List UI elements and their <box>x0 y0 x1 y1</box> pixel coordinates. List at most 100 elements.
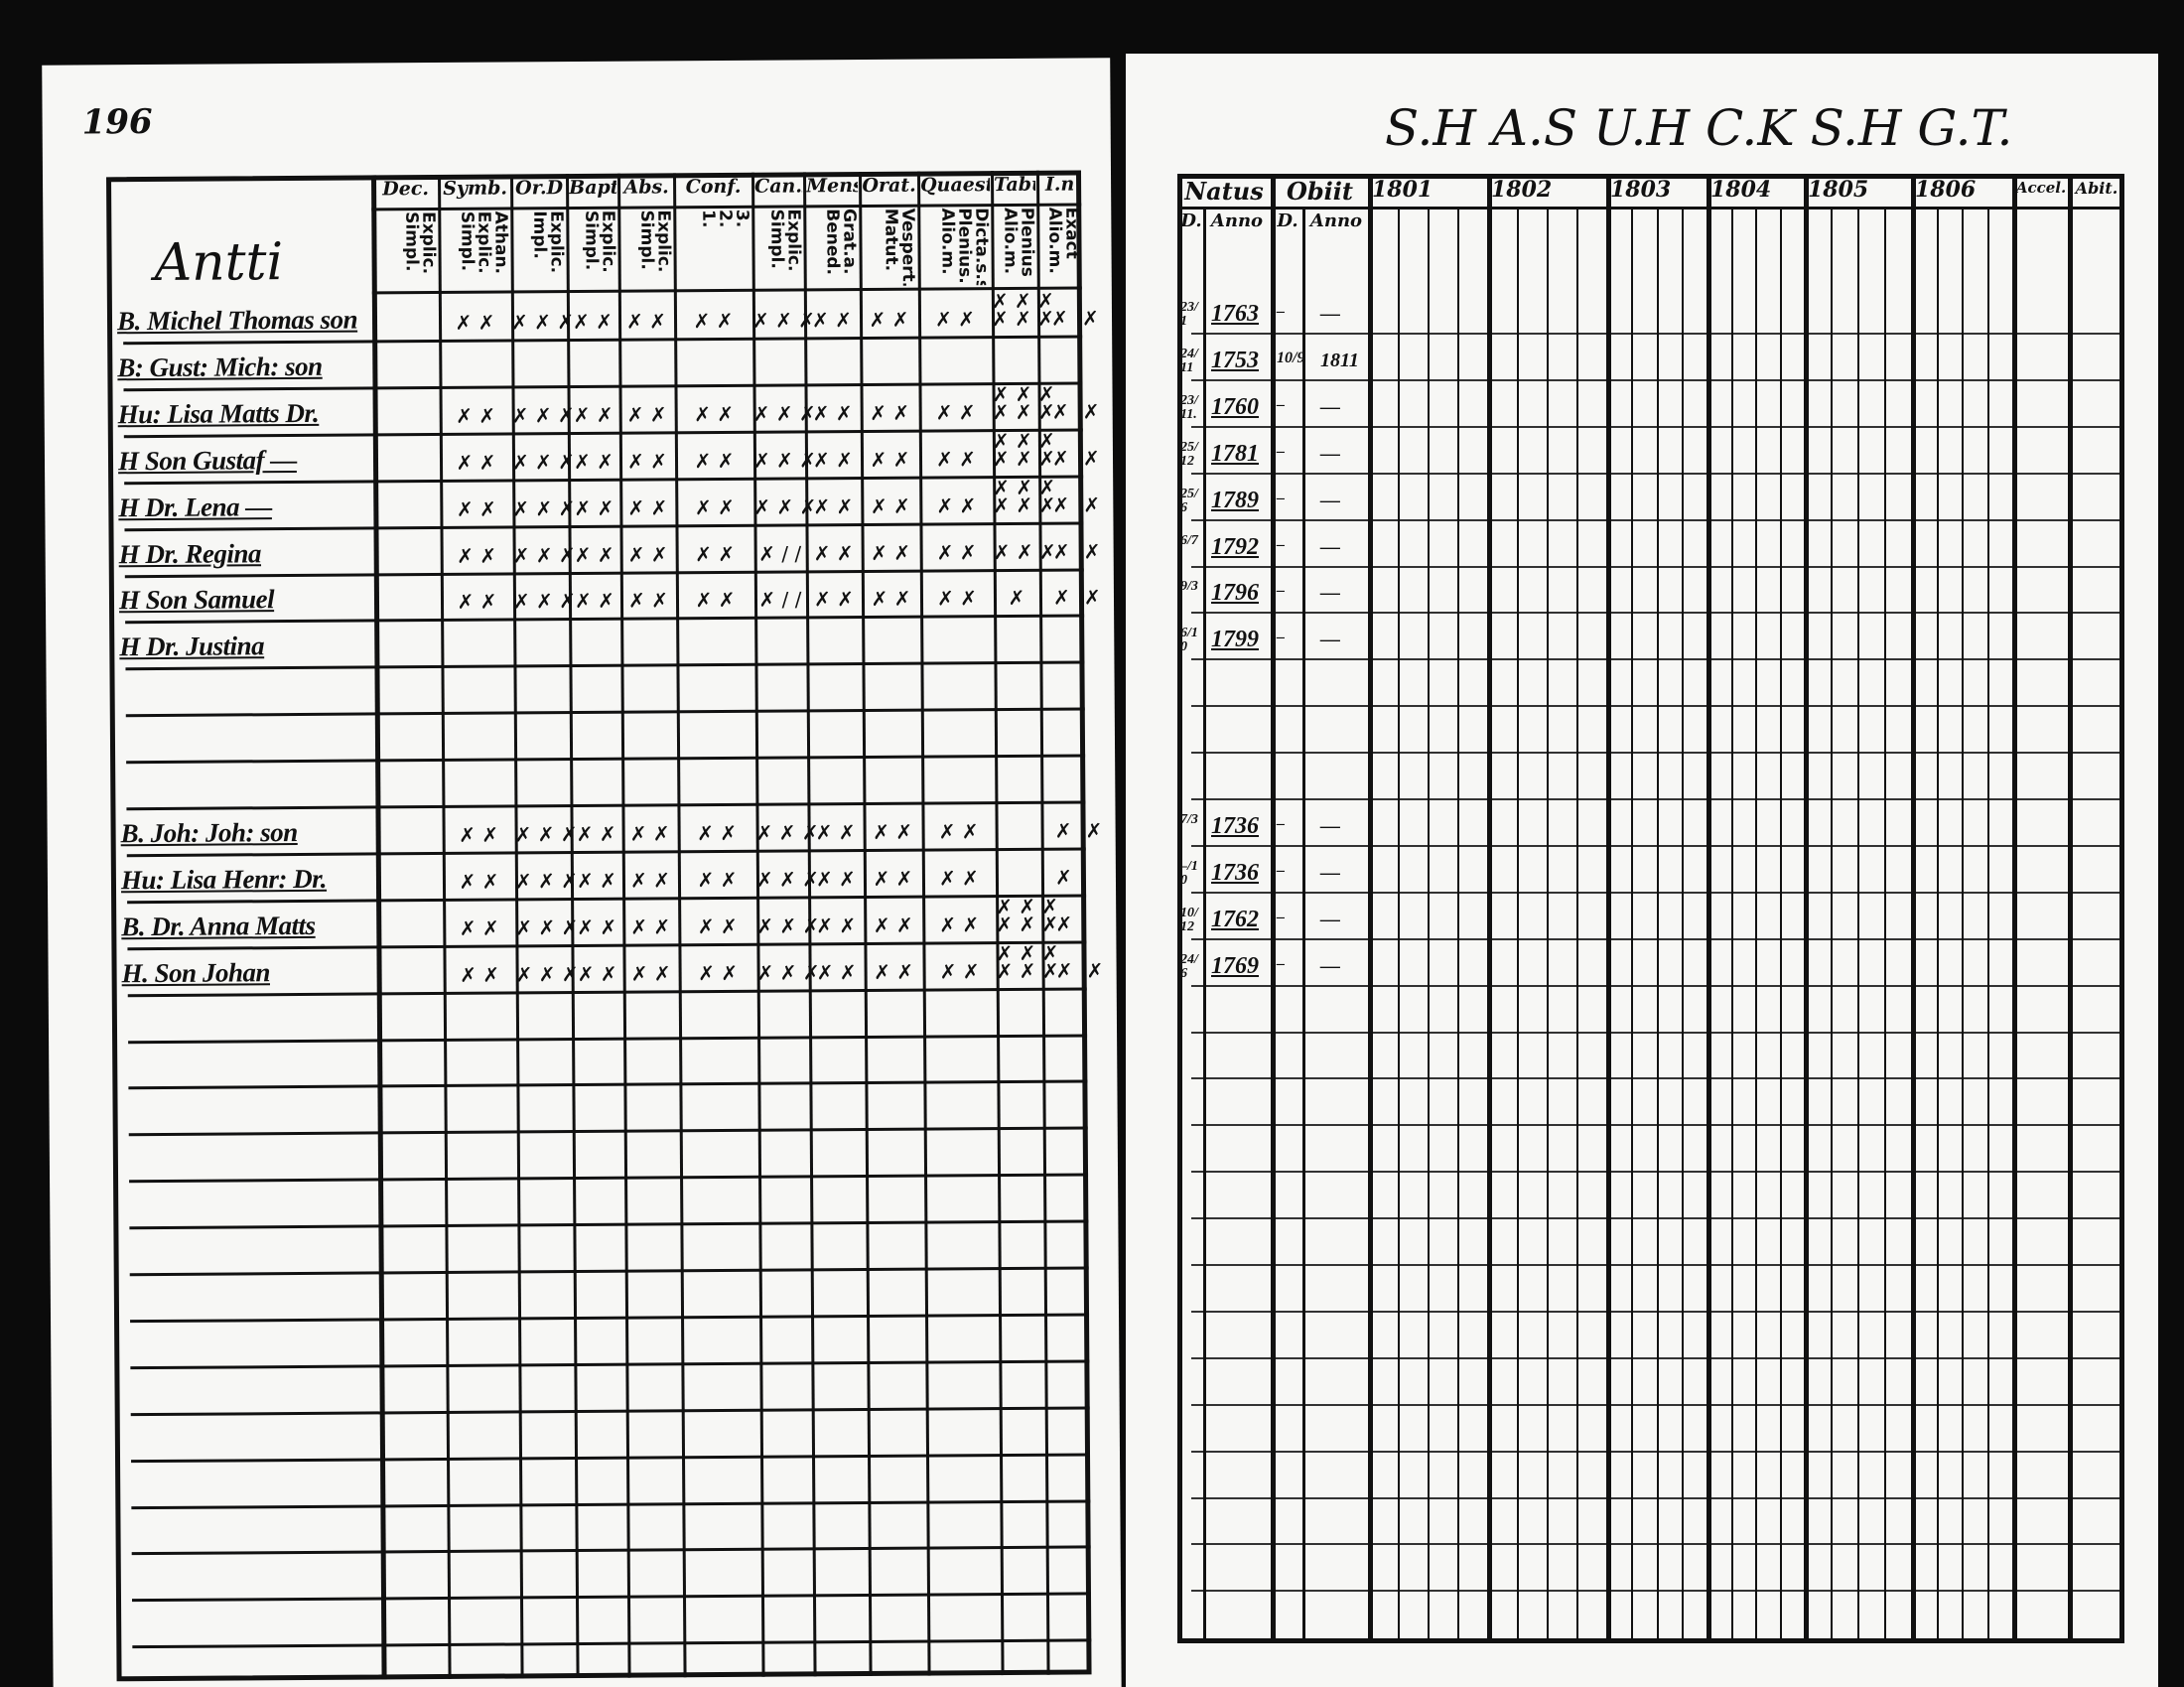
birth-year: 1796 <box>1211 580 1259 607</box>
column-group-header: Mens. <box>806 175 859 198</box>
catechism-mark: ✗ ✗ <box>939 912 980 937</box>
row-line <box>1191 1031 2124 1034</box>
obiit-header: Obiit <box>1286 177 1353 206</box>
catechism-mark: ✗ ✗ <box>627 588 669 614</box>
catechism-mark: ✗ ✗ ✗ <box>756 914 820 938</box>
death-year: — <box>1320 954 1340 977</box>
catechism-mark: ✗ ✗ <box>574 495 614 520</box>
catechism-mark: ✗ ✗ <box>873 913 913 937</box>
person-name: Hu: Lisa Matts Dr. <box>117 397 320 430</box>
catechism-mark: ✗ ✗ <box>577 961 617 986</box>
birth-year: 1736 <box>1211 812 1259 839</box>
column-subheaders: Grat.a. Bened. <box>822 209 858 276</box>
birth-year: 1781 <box>1211 440 1259 467</box>
death-year: — <box>1320 442 1340 465</box>
row-line <box>1191 705 2124 708</box>
row-line <box>1191 1124 2124 1127</box>
catechism-mark: ✗ ✗ ✗ <box>512 495 576 521</box>
row-line <box>1191 984 2124 987</box>
catechism-mark: ✗ ✗ <box>812 308 853 333</box>
year-subdivider <box>1576 207 1578 1643</box>
year-subdivider <box>1656 207 1659 1643</box>
birth-day: 23/11. <box>1180 392 1198 422</box>
person-name: Hu: Lisa Henr: Dr. <box>120 863 328 896</box>
death-day: – <box>1277 582 1285 600</box>
birth-year: 1792 <box>1211 533 1259 560</box>
row-line <box>1191 1543 2124 1546</box>
catechism-mark: ✗ <box>1055 912 1073 936</box>
birth-day: 10/12 <box>1180 905 1198 934</box>
row-line <box>1191 1496 2124 1499</box>
year-subdivider <box>1884 207 1886 1643</box>
catechism-mark: ✗ ✗ <box>695 588 736 613</box>
catechism-mark: ✗ ✗ <box>573 402 614 427</box>
major-divider <box>1368 174 1373 1643</box>
column-subheaders: Explic. Simpl. <box>766 209 802 272</box>
major-divider <box>2012 174 2017 1643</box>
birth-year: 1763 <box>1211 301 1259 327</box>
birth-year: 1799 <box>1211 627 1259 653</box>
catechism-mark: ✗ ✗ <box>938 866 979 891</box>
person-name: H Dr. Lena — <box>118 491 272 522</box>
catechism-mark: ✗ ✗ ✗ <box>756 959 820 985</box>
row-line <box>1191 1171 2124 1174</box>
death-year: — <box>1320 861 1340 884</box>
catechism-mark: ✗ ✗ ✗ <box>755 820 819 845</box>
column-subheaders: Explic. Simpl. <box>636 210 672 273</box>
major-divider <box>1706 174 1711 1643</box>
year-subdivider <box>1631 207 1634 1643</box>
year-subdivider <box>1962 207 1964 1643</box>
year-column-header: 1804 <box>1710 177 1772 203</box>
catechism-mark: ✗ ✗ ✗ <box>993 539 1056 564</box>
catechism-mark: ✗ <box>1085 818 1103 843</box>
death-year: — <box>1320 582 1340 605</box>
death-year: 1811 <box>1320 349 1359 371</box>
catechism-mark: ✗ <box>1052 492 1070 517</box>
minor-divider <box>1302 207 1305 1643</box>
row-line <box>1191 333 2124 335</box>
death-year: — <box>1320 303 1340 325</box>
person-name: B. Joh: Joh: son <box>120 816 298 849</box>
header-divider <box>1177 207 2124 210</box>
column-group-header: Can.D <box>754 175 803 198</box>
column-group-header: Symb. <box>443 177 508 200</box>
death-year: — <box>1320 814 1340 837</box>
catechism-mark: ✗ ✗ <box>815 866 856 892</box>
catechism-mark: ✗ ✗ <box>460 962 500 987</box>
catechism-mark: ✗ ✗ <box>459 869 499 894</box>
death-day: – <box>1277 303 1285 320</box>
catechism-mark: ✗ <box>1082 399 1100 424</box>
column-subheaders: Explic. Simpl. <box>401 211 437 275</box>
catechism-mark: ✗ <box>1052 446 1069 471</box>
catechism-mark: ✗ ✗ ✗ <box>515 914 579 940</box>
year-subdivider <box>1755 207 1757 1643</box>
catechism-mark: ✗ ✗ <box>456 403 496 428</box>
catechism-mark: ✗ / / <box>758 587 802 613</box>
row-line <box>1191 752 2124 755</box>
catechism-mark: ✗ ✗ <box>812 447 854 473</box>
catechism-mark: ✗ ✗ ✗ ✗ ✗ ✗ <box>996 940 1059 983</box>
catechism-mark: ✗ <box>1083 585 1101 610</box>
catechism-mark: ✗ ✗ <box>574 542 614 567</box>
catechism-mark: ✗ ✗ <box>697 914 738 938</box>
catechism-mark: ✗ ✗ ✗ <box>515 961 579 987</box>
year-header: Anno <box>1210 211 1264 231</box>
catechism-mark: ✗ ✗ ✗ ✗ ✗ ✗ <box>993 475 1056 517</box>
year-subdivider <box>1831 207 1833 1643</box>
birth-day: 23/1 <box>1180 300 1198 329</box>
major-divider <box>1606 174 1611 1643</box>
catechism-mark: ✗ <box>1081 306 1099 331</box>
accel-header: Accel. <box>2015 179 2067 197</box>
column-group-header: Dec. <box>382 178 430 201</box>
catechism-mark: ✗ <box>1055 958 1073 983</box>
household-head: Antti <box>154 232 284 293</box>
year-subdivider <box>1398 207 1400 1643</box>
page-number: 196 <box>81 102 153 143</box>
catechism-mark: ✗ ✗ ✗ <box>514 821 578 847</box>
row-line <box>1191 612 2124 615</box>
page-title: S.H A.S U.H C.K S.H G.T. <box>1385 99 2013 157</box>
person-name: H. Son Johan <box>121 956 271 988</box>
catechism-mark: ✗ ✗ <box>871 587 911 612</box>
row-line <box>1191 378 2124 381</box>
death-day-header: D. <box>1277 211 1298 231</box>
